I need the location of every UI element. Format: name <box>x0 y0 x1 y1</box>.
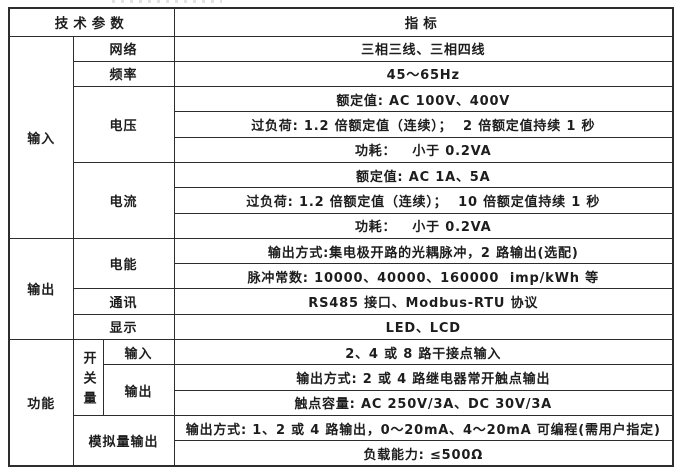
table-row-voltage-rated: 电压 额定值: AC 100V、400V <box>9 86 674 163</box>
section-label-function: 功能 <box>8 339 74 467</box>
table-row-analog-mode: 模拟量输出 输出方式: 1、2 或 4 路输出，0～20mA、4～20mA 可编… <box>9 414 674 467</box>
table-row-communication: 通讯 RS485 接口、Modbus-RTU 协议 <box>9 288 674 315</box>
value-current-rated: 额定值: AC 1A、5A <box>173 161 674 189</box>
table-row-voltage-consumption: 功耗： 小于 0.2VA <box>9 136 674 163</box>
table-row-energy-mode: 输出 电能 输出方式:集电极开路的光耦脉冲，2 路输出(选配) <box>8 237 674 341</box>
row-label-switch-output: 输出 <box>102 364 175 416</box>
row-label-analog-output: 模拟量输出 <box>72 414 175 467</box>
value-switch-input: 2、4 或 8 路干接点输入 <box>173 339 674 366</box>
row-label-network: 网络 <box>72 35 175 62</box>
value-current-consumption: 功耗： 小于 0.2VA <box>173 212 674 239</box>
table-row-switch-input: 功能 开关量 输入 2、4 或 8 路干接点输入 <box>8 339 674 467</box>
value-frequency: 45～65Hz <box>173 60 674 88</box>
value-voltage-overload: 过负荷: 1.2 倍额定值（连续）； 2 倍额定值持续 1 秒 <box>173 111 674 138</box>
value-switch-output-capacity: 触点容量: AC 250V/3A、DC 30V/3A <box>173 389 674 416</box>
table-row-current-rated: 电流 额定值: AC 1A、5A <box>9 161 674 239</box>
value-energy-mode: 输出方式:集电极开路的光耦脉冲，2 路输出(选配) <box>173 237 674 265</box>
row-label-energy: 电能 <box>72 237 175 290</box>
table-header-row: 技术参数 指标 <box>8 7 674 37</box>
cropped-text-artifact <box>112 0 222 3</box>
row-label-switch-input: 输入 <box>102 339 175 366</box>
row-label-communication: 通讯 <box>72 288 175 315</box>
value-voltage-consumption: 功耗： 小于 0.2VA <box>173 136 674 163</box>
row-label-switch-quantity: 开关量 <box>72 339 104 416</box>
value-switch-output-mode: 输出方式: 2 或 4 路继电器常开触点输出 <box>173 364 674 391</box>
row-label-voltage: 电压 <box>72 86 175 163</box>
table-row-current-overload: 过负荷: 1.2 倍额定值（连续）； 10 倍额定值持续 1 秒 <box>9 187 674 214</box>
value-analog-mode: 输出方式: 1、2 或 4 路输出，0～20mA、4～20mA 可编程(需用户指… <box>173 414 674 442</box>
section-label-input: 输入 <box>8 35 74 239</box>
table-row-display: 显示 LED、LCD <box>9 313 674 341</box>
table-row-switch-output-capacity: 触点容量: AC 250V/3A、DC 30V/3A <box>9 389 674 416</box>
table-row-switch-output-mode: 输出 输出方式: 2 或 4 路继电器常开触点输出 <box>9 364 674 416</box>
value-energy-constant: 脉冲常数: 10000、40000、160000 imp/kWh 等 <box>173 263 674 290</box>
row-label-display: 显示 <box>72 313 175 341</box>
value-analog-load: 负载能力: ≤500Ω <box>173 440 674 467</box>
table-row-network: 输入 网络 三相三线、三相四线 <box>8 35 674 239</box>
value-network: 三相三线、三相四线 <box>173 35 674 62</box>
technical-spec-table: 技术参数 指标 输入 网络 三相三线、三相四线 频率 45～65Hz 电压 额定… <box>8 7 674 468</box>
section-label-output: 输出 <box>8 237 74 341</box>
row-label-frequency: 频率 <box>72 60 175 88</box>
value-current-overload: 过负荷: 1.2 倍额定值（连续）； 10 倍额定值持续 1 秒 <box>173 187 674 214</box>
table-row-voltage-overload: 过负荷: 1.2 倍额定值（连续）； 2 倍额定值持续 1 秒 <box>9 111 674 138</box>
value-voltage-rated: 额定值: AC 100V、400V <box>173 86 674 113</box>
table-row-frequency: 频率 45～65Hz <box>9 60 674 88</box>
table-row-analog-load: 负载能力: ≤500Ω <box>9 440 674 467</box>
value-display: LED、LCD <box>173 313 674 341</box>
header-indicator: 指标 <box>173 7 674 37</box>
table-row-current-consumption: 功耗： 小于 0.2VA <box>9 212 674 239</box>
header-technical-parameters: 技术参数 <box>8 7 175 37</box>
row-label-current: 电流 <box>72 161 175 239</box>
value-communication: RS485 接口、Modbus-RTU 协议 <box>173 288 674 315</box>
